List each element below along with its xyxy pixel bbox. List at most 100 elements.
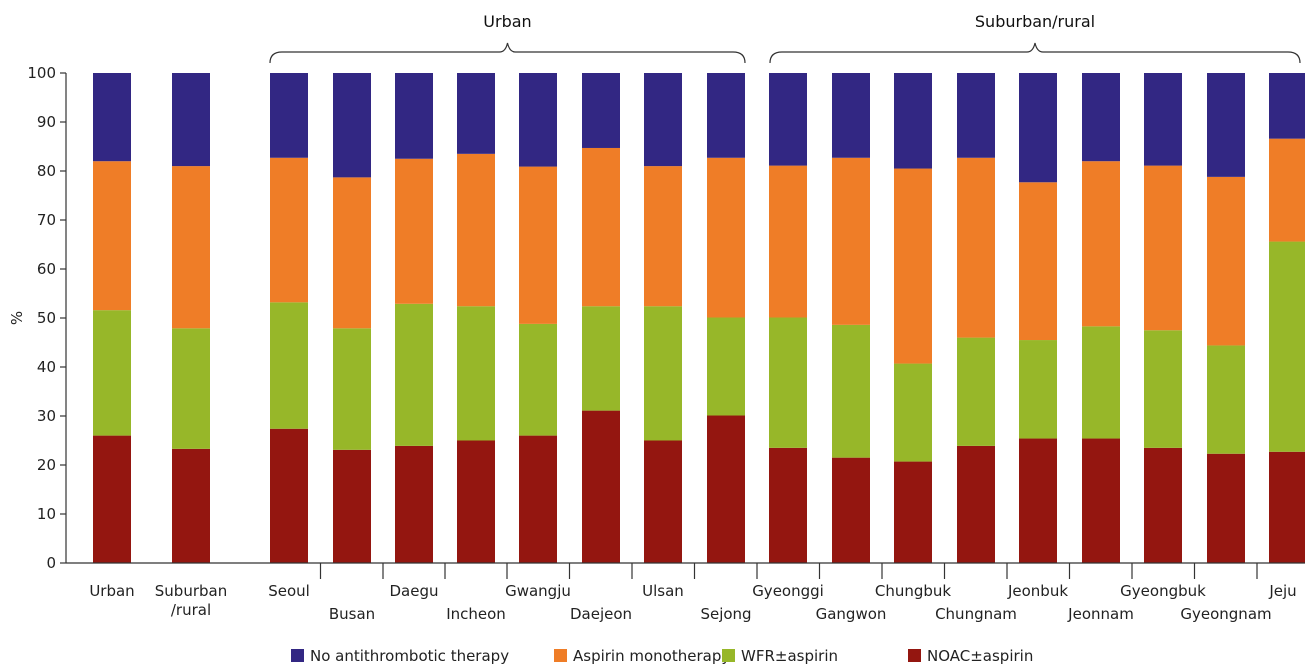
bar-segment-aspirin-monotherapy <box>894 168 932 364</box>
y-axis-label: % <box>8 311 26 325</box>
bar-stack <box>333 73 371 563</box>
bar-segment-no-antithrombotic-therapy <box>644 73 682 167</box>
legend: No antithrombotic therapy Aspirin monothe… <box>291 647 1033 665</box>
legend-label: No antithrombotic therapy <box>310 647 509 665</box>
y-tick-label: 70 <box>37 211 56 229</box>
legend-swatch <box>722 649 735 662</box>
bar-segment-aspirin-monotherapy <box>769 165 807 318</box>
bar-segment-no-antithrombotic-therapy <box>1019 73 1057 183</box>
bar-segment-wfr-aspirin <box>769 317 807 448</box>
bar-segment-aspirin-monotherapy <box>832 157 870 325</box>
bar-segment-aspirin-monotherapy <box>1269 138 1305 242</box>
bar-segment-noac-aspirin <box>1144 447 1182 563</box>
x-tick-label: Chungbuk <box>875 582 952 600</box>
bar-segment-aspirin-monotherapy <box>1019 182 1057 341</box>
bar-segment-noac-aspirin <box>172 448 210 563</box>
bar-segment-wfr-aspirin <box>93 310 131 436</box>
bar-segment-no-antithrombotic-therapy <box>457 73 495 154</box>
legend-item: Aspirin monotherapy <box>554 647 730 665</box>
bar-segment-noac-aspirin <box>832 457 870 563</box>
bar-stack <box>1019 73 1057 563</box>
x-tick-label: /rural <box>171 601 211 619</box>
x-tick-label: Daegu <box>390 582 439 600</box>
x-tick-label: Gyeongbuk <box>1120 582 1206 600</box>
x-tick-label: Gwangju <box>505 582 571 600</box>
bar-segment-aspirin-monotherapy <box>270 157 308 303</box>
bar-segment-wfr-aspirin <box>270 302 308 429</box>
bar-segment-noac-aspirin <box>1269 451 1305 563</box>
bar-segment-aspirin-monotherapy <box>93 161 131 311</box>
bar-segment-wfr-aspirin <box>707 317 745 416</box>
y-axis: 0 10 20 30 40 50 60 70 80 90 100% <box>8 64 67 572</box>
y-tick-label: 90 <box>37 113 56 131</box>
legend-label: WFR±aspirin <box>741 647 838 665</box>
y-tick-label: 40 <box>37 358 56 376</box>
bar-segment-no-antithrombotic-therapy <box>769 73 807 166</box>
y-tick-label: 50 <box>37 309 56 327</box>
bar-segment-wfr-aspirin <box>582 306 620 411</box>
bar-stack <box>1269 73 1305 563</box>
bar-stack <box>457 73 495 563</box>
bar-segment-noac-aspirin <box>644 440 682 563</box>
bar-stack <box>644 73 682 563</box>
bar-segment-wfr-aspirin <box>457 306 495 441</box>
bar-segment-no-antithrombotic-therapy <box>894 73 932 169</box>
bar-stack <box>1207 73 1245 563</box>
y-tick-label: 0 <box>46 554 56 572</box>
y-tick-label: 30 <box>37 407 56 425</box>
bar-segment-noac-aspirin <box>1207 453 1245 563</box>
bar-stack <box>707 73 745 563</box>
x-tick-label: Chungnam <box>935 605 1017 623</box>
x-tick-label: Jeonnam <box>1067 605 1134 623</box>
bar-stack <box>93 73 131 563</box>
bar-segment-noac-aspirin <box>395 445 433 563</box>
bar-stack <box>172 73 210 563</box>
bar-stack <box>270 73 308 563</box>
bar-stack <box>769 73 807 563</box>
bar-segment-noac-aspirin <box>1019 438 1057 563</box>
legend-swatch <box>554 649 567 662</box>
x-tick-label: Busan <box>329 605 375 623</box>
bar-segment-noac-aspirin <box>1082 438 1120 563</box>
bar-segment-no-antithrombotic-therapy <box>519 73 557 167</box>
bar-segment-no-antithrombotic-therapy <box>93 73 131 162</box>
bar-stack <box>894 73 932 563</box>
bars <box>93 73 1305 563</box>
x-tick-label: Jeonbuk <box>1007 582 1068 600</box>
y-tick-label: 20 <box>37 456 56 474</box>
bar-segment-wfr-aspirin <box>957 337 995 446</box>
legend-item: NOAC±aspirin <box>908 647 1033 665</box>
x-tick-label: Daejeon <box>570 605 632 623</box>
bar-stack <box>957 73 995 563</box>
bar-segment-no-antithrombotic-therapy <box>1207 73 1245 177</box>
bar-segment-aspirin-monotherapy <box>395 158 433 304</box>
bar-stack <box>832 73 870 563</box>
bar-segment-aspirin-monotherapy <box>707 157 745 318</box>
bar-segment-wfr-aspirin <box>1269 241 1305 452</box>
bar-stack <box>582 73 620 563</box>
bar-segment-wfr-aspirin <box>395 303 433 446</box>
bar-segment-wfr-aspirin <box>1144 330 1182 448</box>
y-tick-label: 80 <box>37 162 56 180</box>
bar-segment-no-antithrombotic-therapy <box>1082 73 1120 162</box>
bar-segment-wfr-aspirin <box>1019 340 1057 439</box>
bar-segment-noac-aspirin <box>270 428 308 563</box>
bar-stack <box>395 73 433 563</box>
legend-item: WFR±aspirin <box>722 647 838 665</box>
x-tick-label: Gyeonggi <box>752 582 824 600</box>
legend-item: No antithrombotic therapy <box>291 647 509 665</box>
bar-segment-no-antithrombotic-therapy <box>333 73 371 178</box>
bar-segment-no-antithrombotic-therapy <box>707 73 745 158</box>
bar-segment-aspirin-monotherapy <box>1207 176 1245 346</box>
bar-segment-no-antithrombotic-therapy <box>957 73 995 158</box>
group-bracket <box>769 42 1301 64</box>
bar-segment-wfr-aspirin <box>1207 345 1245 454</box>
bar-segment-noac-aspirin <box>769 447 807 563</box>
y-tick-label: 10 <box>37 505 56 523</box>
bar-segment-no-antithrombotic-therapy <box>395 73 433 159</box>
bar-segment-wfr-aspirin <box>894 363 932 462</box>
group-brackets: Urban Suburban/rural <box>269 12 1301 64</box>
bar-segment-noac-aspirin <box>519 435 557 563</box>
x-tick-label: Jeju <box>1268 582 1296 600</box>
